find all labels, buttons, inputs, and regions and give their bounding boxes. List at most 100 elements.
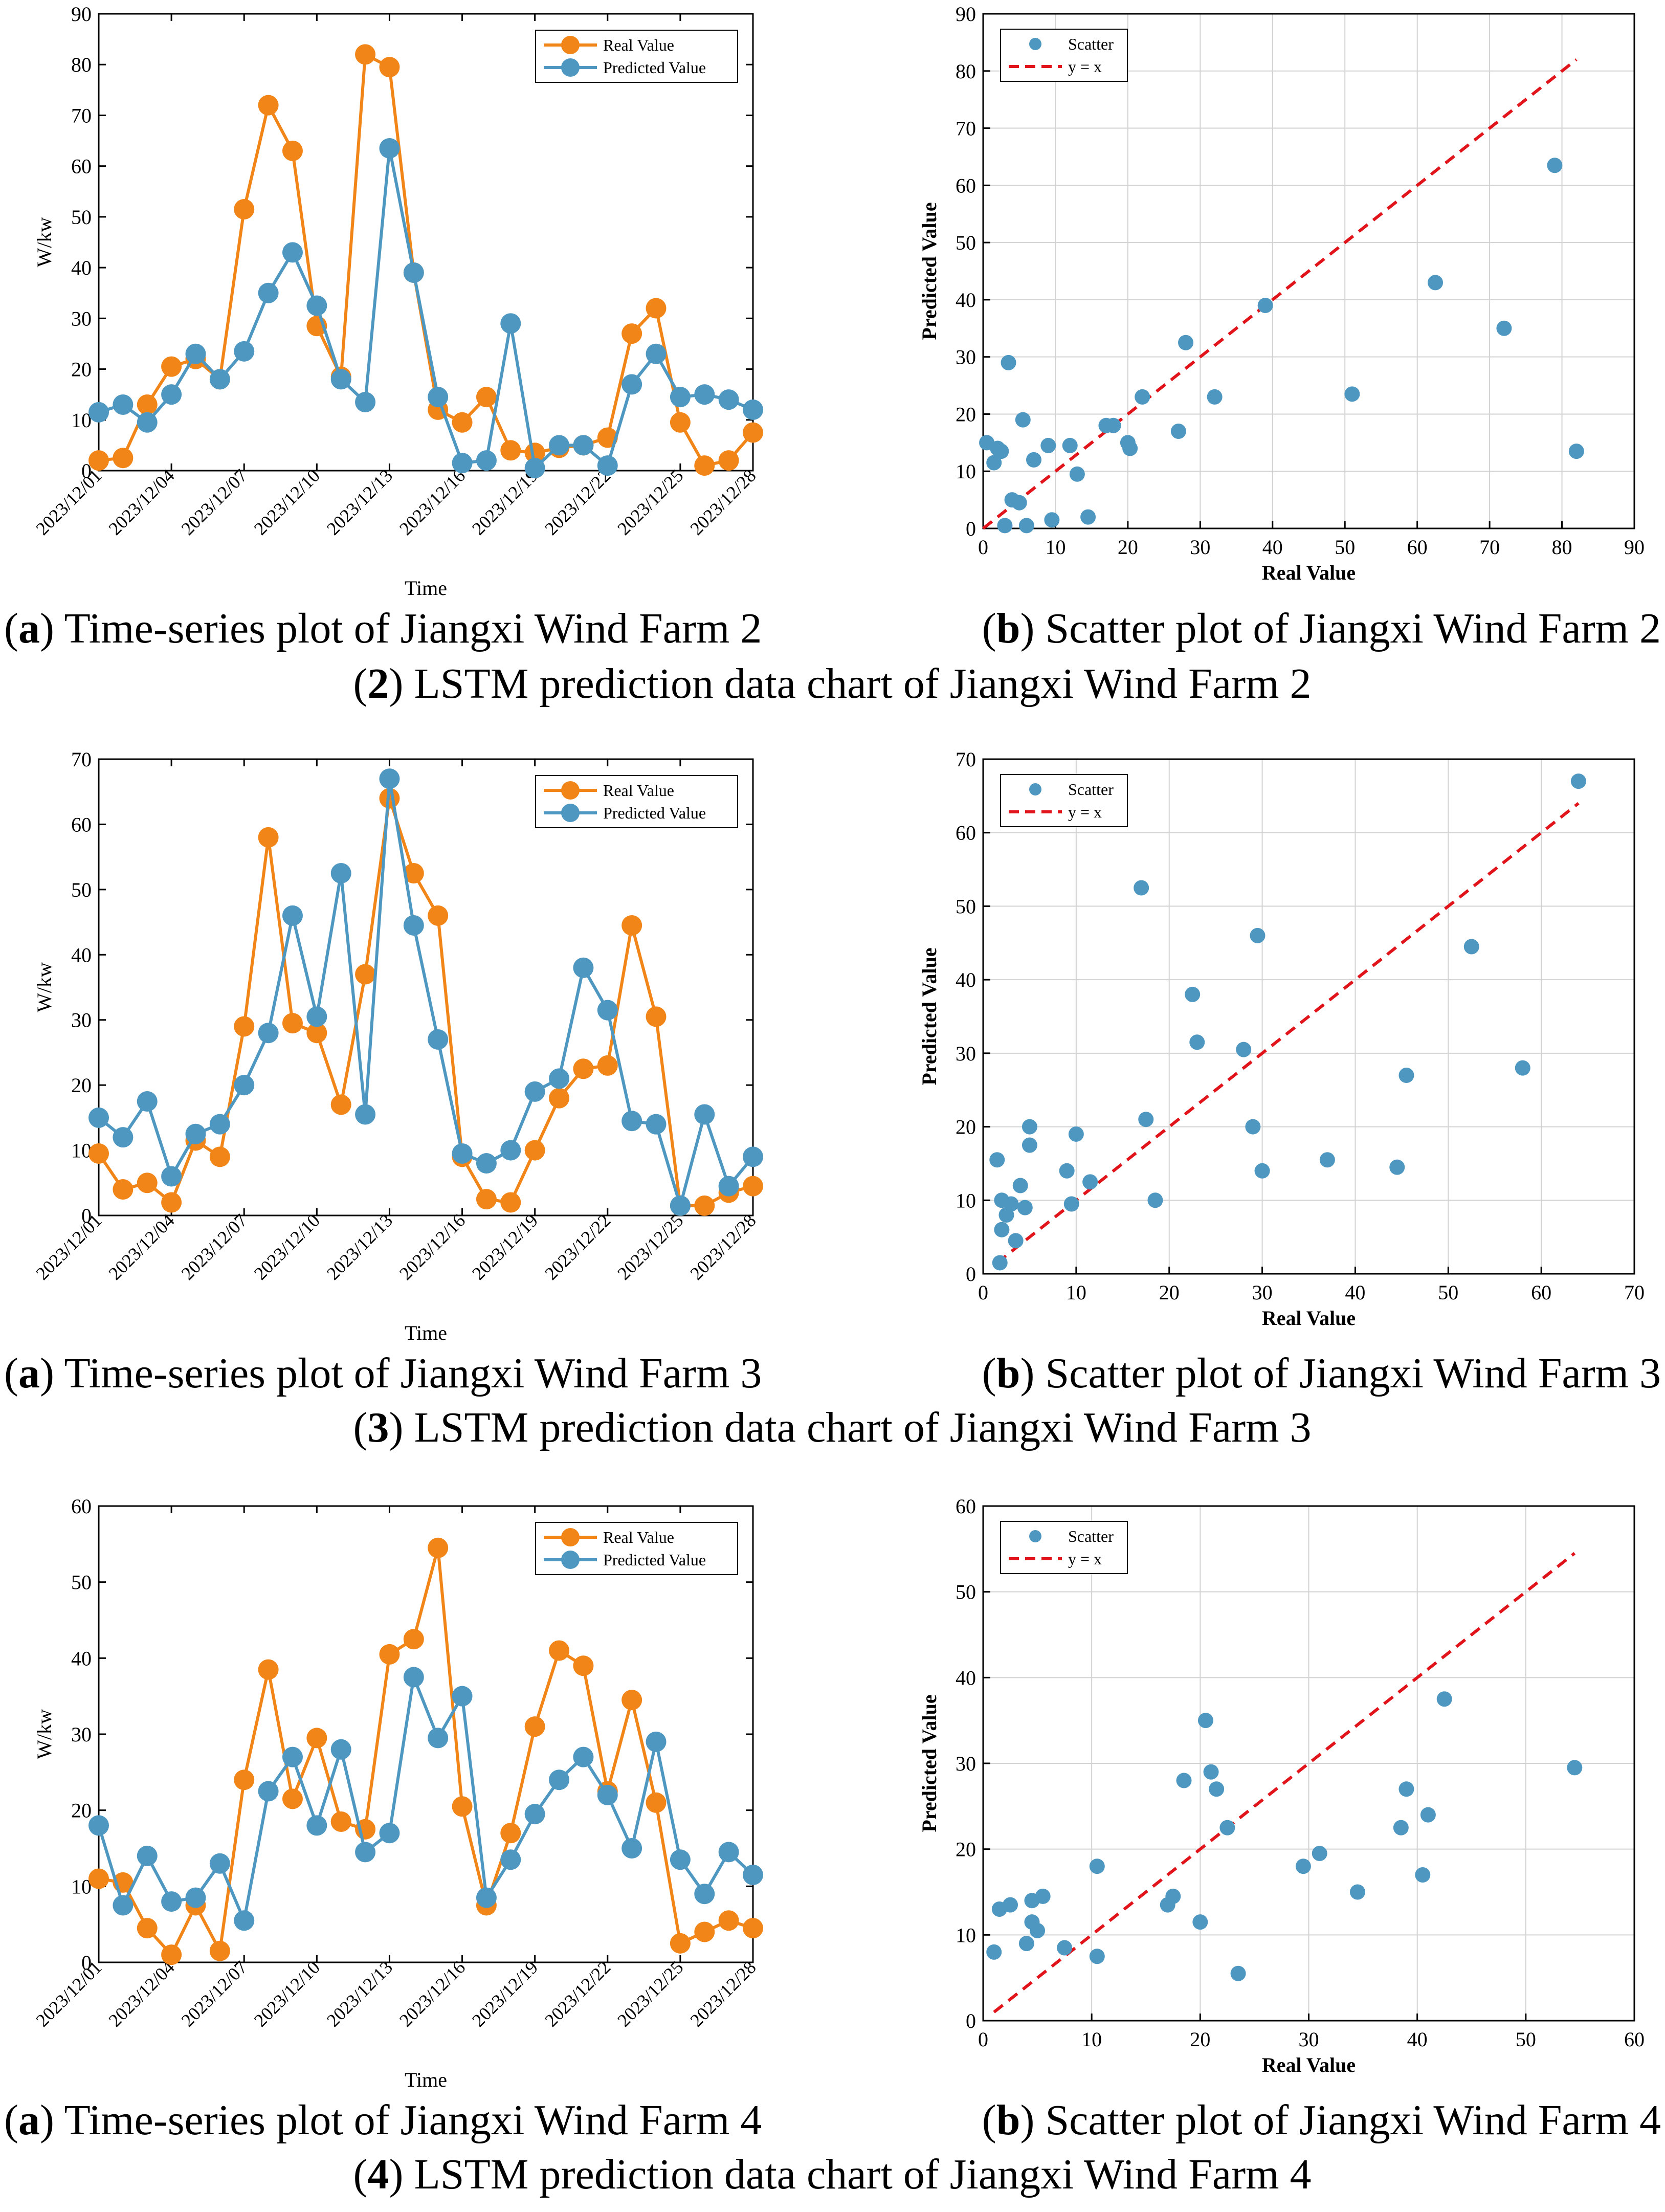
caption-a-row2: (a) Time-series plot of Jiangxi Wind Far… bbox=[4, 1350, 762, 1397]
legend-marker-swatch bbox=[561, 1528, 580, 1546]
x-tick-label: 2023/12/28 bbox=[686, 1210, 760, 1284]
x-tick-label: 50 bbox=[1438, 1281, 1458, 1304]
predicted-value-point bbox=[137, 1845, 158, 1866]
scatter-chart-sc2: 0 10 20 30 40 50 60 70 80 90 0 10 20 30 40 50 60 70 80 90 Re… bbox=[918, 3, 1645, 584]
predicted-value-point bbox=[743, 399, 763, 420]
real-value-point bbox=[88, 1868, 109, 1889]
x-tick-label: 2023/12/04 bbox=[105, 465, 179, 539]
legend-label: Scatter bbox=[1068, 1527, 1114, 1545]
predicted-value-point bbox=[403, 1667, 424, 1688]
real-value-point bbox=[282, 140, 303, 161]
y-tick-label: 40 bbox=[71, 1647, 92, 1670]
predicted-value-point bbox=[282, 242, 303, 263]
identity-line bbox=[993, 1552, 1576, 2014]
predicted-value-point bbox=[549, 1068, 570, 1089]
x-tick-label: 80 bbox=[1552, 536, 1572, 559]
y-tick-label: 30 bbox=[956, 1752, 976, 1775]
predicted-value-point bbox=[88, 402, 109, 423]
y-tick-label: 40 bbox=[956, 289, 976, 312]
caption-a-row1: (a) Time-series plot of Jiangxi Wind Far… bbox=[4, 605, 762, 652]
real-value-point bbox=[573, 1655, 594, 1676]
real-value-point bbox=[88, 450, 109, 471]
predicted-value-point bbox=[185, 343, 206, 364]
predicted-value-point bbox=[209, 1114, 230, 1135]
real-value-point bbox=[597, 1055, 618, 1076]
legend-marker-swatch bbox=[561, 36, 580, 54]
caption-b-row3: (b) Scatter plot of Jiangxi Wind Farm 4 bbox=[982, 2096, 1661, 2144]
legend-marker-swatch bbox=[1029, 783, 1041, 795]
predicted-value-point bbox=[500, 1849, 521, 1870]
x-tick-label: 30 bbox=[1190, 536, 1210, 559]
predicted-value-point bbox=[670, 387, 691, 408]
legend-marker-swatch bbox=[561, 1551, 580, 1569]
predicted-value-point bbox=[330, 369, 351, 390]
y-tick-label: 50 bbox=[71, 206, 92, 229]
scatter-point bbox=[1026, 452, 1042, 468]
predicted-value-point bbox=[234, 1910, 255, 1931]
y-tick-label: 10 bbox=[71, 409, 92, 432]
real-value-point bbox=[209, 1146, 230, 1167]
real-value-point bbox=[597, 427, 618, 448]
y-tick-label: 20 bbox=[71, 1799, 92, 1822]
scatter-point bbox=[1089, 1859, 1105, 1874]
y-tick-label: 20 bbox=[71, 358, 92, 381]
predicted-value-point bbox=[258, 1781, 279, 1802]
y-tick-label: 80 bbox=[71, 53, 92, 76]
predicted-value-point bbox=[306, 295, 327, 316]
scatter-point bbox=[1135, 389, 1150, 405]
predicted-value-point bbox=[234, 1075, 255, 1096]
real-value-point bbox=[743, 422, 763, 443]
scatter-point bbox=[1236, 1042, 1252, 1057]
y-tick-label: 40 bbox=[71, 943, 92, 966]
x-tick-label: 2023/12/16 bbox=[395, 1210, 469, 1284]
predicted-value-point bbox=[621, 374, 642, 395]
legend-label: Predicted Value bbox=[603, 58, 706, 77]
x-tick-label: 2023/12/07 bbox=[177, 465, 251, 539]
real-value-point bbox=[621, 915, 642, 936]
y-tick-label: 30 bbox=[956, 1042, 976, 1065]
predicted-value-point bbox=[306, 1006, 327, 1027]
scatter-point bbox=[1393, 1820, 1409, 1835]
x-tick-label: 2023/12/10 bbox=[250, 1957, 324, 2030]
y-tick-label: 10 bbox=[956, 1189, 976, 1212]
real-value-point bbox=[161, 1192, 182, 1213]
x-tick-label: 0 bbox=[978, 536, 988, 559]
x-tick-label: 2023/12/07 bbox=[177, 1210, 251, 1284]
scatter-point bbox=[1063, 1196, 1079, 1212]
x-tick-label: 2023/12/16 bbox=[395, 465, 469, 539]
predicted-value-point bbox=[137, 1091, 158, 1112]
legend-label: y = x bbox=[1068, 57, 1102, 76]
real-value-point bbox=[137, 1918, 158, 1939]
scatter-point bbox=[1250, 927, 1266, 943]
scatter-point bbox=[986, 455, 1002, 471]
predicted-value-point bbox=[597, 1000, 618, 1021]
scatter-point bbox=[1062, 437, 1078, 453]
predicted-value-point bbox=[428, 387, 449, 408]
x-axis-label: Time bbox=[405, 1321, 447, 1344]
x-tick-label: 50 bbox=[1335, 536, 1355, 559]
predicted-value-point bbox=[452, 1143, 473, 1164]
y-tick-label: 10 bbox=[71, 1875, 92, 1898]
x-tick-label: 30 bbox=[1252, 1281, 1273, 1304]
scatter-point bbox=[1015, 412, 1031, 428]
group-caption-row1: (2) LSTM prediction data chart of Jiangx… bbox=[353, 660, 1311, 707]
y-tick-label: 0 bbox=[81, 459, 92, 482]
y-tick-label: 60 bbox=[71, 813, 92, 836]
real-value-point bbox=[743, 1918, 763, 1939]
scatter-point bbox=[1082, 1174, 1098, 1190]
scatter-point bbox=[997, 518, 1013, 534]
real-value-point bbox=[282, 1788, 303, 1809]
legend-box bbox=[1000, 29, 1128, 82]
predicted-value-point bbox=[355, 1104, 376, 1125]
caption-number: 3 bbox=[367, 1404, 389, 1451]
predicted-value-point bbox=[234, 341, 255, 362]
x-tick-label: 2023/12/10 bbox=[250, 465, 324, 539]
scatter-point bbox=[1398, 1067, 1414, 1083]
real-value-point bbox=[476, 387, 497, 408]
scatter-point bbox=[1197, 1713, 1213, 1729]
y-tick-label: 0 bbox=[966, 517, 976, 540]
scatter-point bbox=[1069, 466, 1085, 482]
predicted-value-point bbox=[88, 1815, 109, 1836]
real-value-line bbox=[97, 797, 753, 1207]
real-value-point bbox=[234, 1016, 255, 1037]
